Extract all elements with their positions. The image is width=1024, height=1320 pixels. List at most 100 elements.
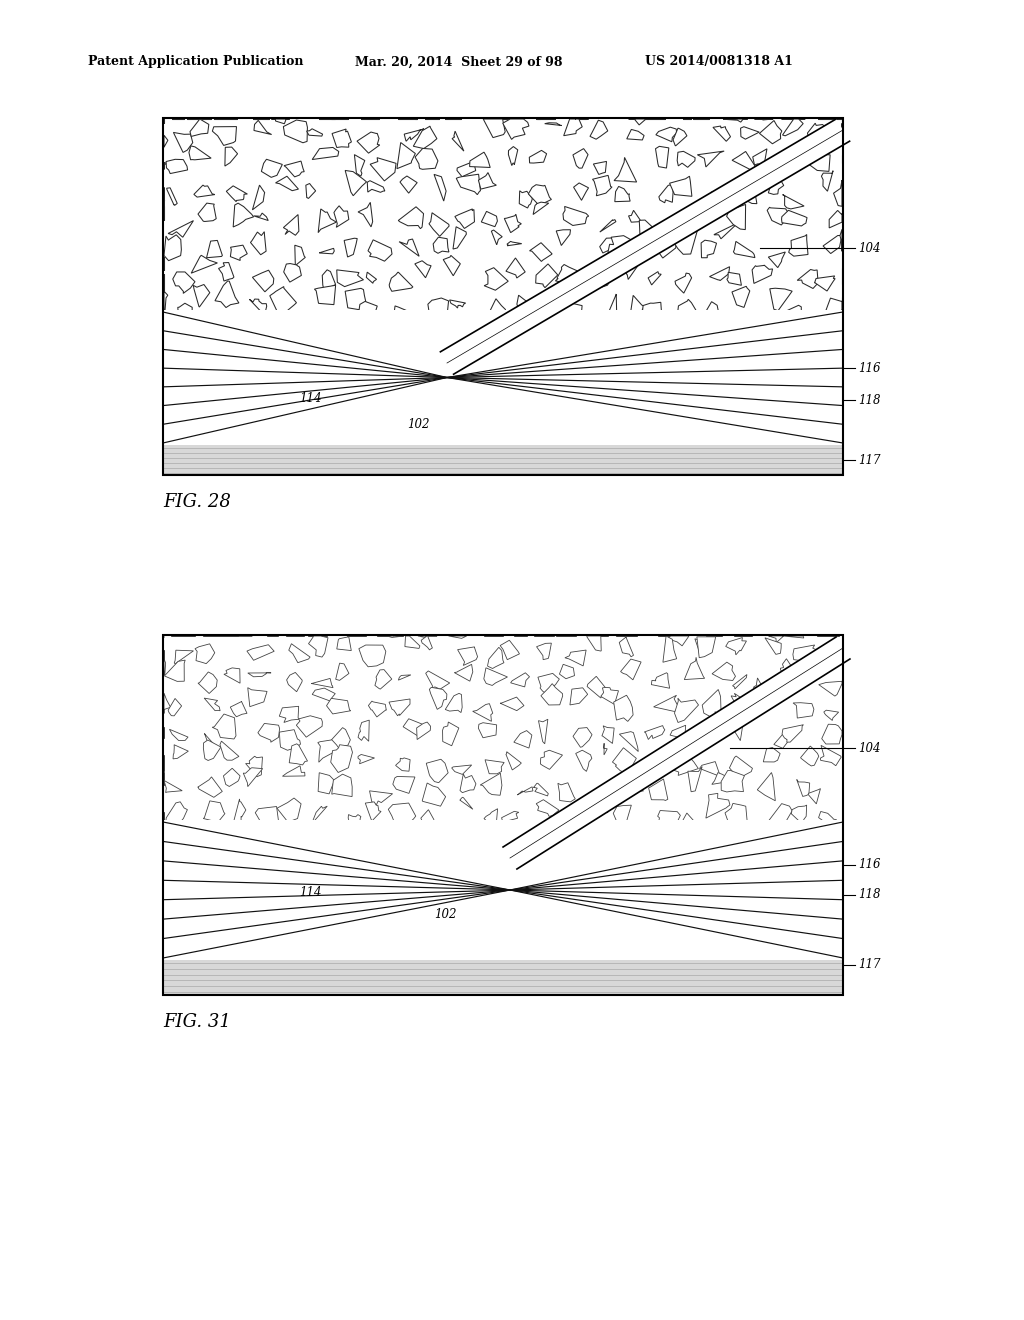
Polygon shape [614,186,630,202]
Polygon shape [404,129,424,141]
Polygon shape [503,119,529,140]
Polygon shape [387,636,403,638]
Polygon shape [732,152,758,172]
Polygon shape [713,125,730,141]
Polygon shape [793,645,818,660]
Polygon shape [197,834,213,855]
Polygon shape [276,330,298,348]
Polygon shape [166,160,187,173]
Polygon shape [528,185,551,206]
Polygon shape [558,783,575,801]
Polygon shape [258,723,280,742]
Polygon shape [541,750,562,770]
Polygon shape [701,240,717,257]
Polygon shape [202,333,223,348]
Polygon shape [813,825,834,849]
Polygon shape [226,186,248,202]
Polygon shape [712,191,729,209]
Polygon shape [358,202,373,227]
Polygon shape [808,123,831,148]
Polygon shape [506,257,525,279]
Polygon shape [732,675,746,689]
Polygon shape [276,799,301,822]
Polygon shape [449,636,467,639]
Polygon shape [654,838,674,855]
Bar [163,117,843,348]
Polygon shape [534,783,548,796]
Polygon shape [428,298,449,326]
Polygon shape [483,119,505,137]
Polygon shape [666,636,689,645]
Polygon shape [767,207,791,224]
Polygon shape [606,294,616,318]
Text: 116: 116 [858,362,881,375]
Polygon shape [398,207,424,228]
Polygon shape [782,725,804,742]
Polygon shape [752,326,776,348]
Polygon shape [198,672,217,693]
Polygon shape [194,285,210,308]
Polygon shape [541,840,554,855]
Polygon shape [765,638,781,655]
Polygon shape [623,321,645,347]
Polygon shape [741,186,757,203]
Polygon shape [684,657,705,680]
Polygon shape [778,833,798,855]
Polygon shape [625,781,643,792]
Polygon shape [368,240,392,261]
Polygon shape [310,830,328,855]
Polygon shape [254,841,274,855]
Polygon shape [484,268,508,290]
Polygon shape [415,148,438,169]
Polygon shape [587,636,601,651]
Polygon shape [613,805,632,826]
Polygon shape [558,814,579,830]
Polygon shape [821,170,834,191]
Polygon shape [814,276,836,290]
Polygon shape [731,693,745,711]
Polygon shape [337,269,364,286]
Polygon shape [164,693,171,714]
Text: 114: 114 [299,392,322,404]
Polygon shape [538,673,559,693]
Polygon shape [492,230,502,244]
Polygon shape [429,834,447,855]
Polygon shape [823,235,842,253]
Polygon shape [255,807,279,828]
Polygon shape [808,154,830,172]
Polygon shape [600,238,617,253]
Polygon shape [225,147,238,166]
Polygon shape [318,772,335,793]
Polygon shape [565,649,586,665]
Polygon shape [164,162,169,169]
Polygon shape [331,744,352,772]
Polygon shape [726,638,746,655]
Polygon shape [587,676,606,698]
Polygon shape [478,173,497,189]
Polygon shape [555,264,578,284]
Polygon shape [663,636,677,663]
Polygon shape [296,715,323,737]
Polygon shape [834,180,842,206]
Text: 114: 114 [299,887,322,899]
Polygon shape [461,319,473,333]
Polygon shape [426,759,449,783]
Polygon shape [195,644,215,664]
Polygon shape [644,726,665,739]
Polygon shape [573,183,589,201]
Polygon shape [220,741,239,760]
Polygon shape [455,664,473,681]
Polygon shape [508,147,518,165]
Polygon shape [675,226,698,255]
Polygon shape [715,711,726,737]
Text: FIG. 31: FIG. 31 [163,1012,230,1031]
Polygon shape [601,688,618,705]
Polygon shape [248,673,271,677]
Polygon shape [629,210,641,222]
Polygon shape [670,725,686,739]
Polygon shape [730,718,743,741]
Polygon shape [537,643,551,660]
Text: 117: 117 [858,958,881,972]
Polygon shape [695,639,701,652]
Polygon shape [275,177,298,190]
